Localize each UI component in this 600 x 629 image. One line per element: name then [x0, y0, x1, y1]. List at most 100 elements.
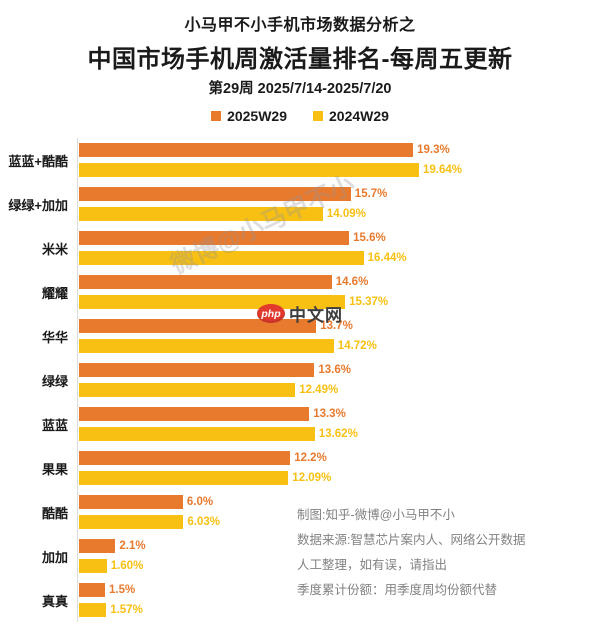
bar-2025-value-label: 14.6% [335, 276, 369, 288]
chart-axis-line [77, 138, 78, 622]
bar-2025-value-label: 6.0% [186, 496, 214, 508]
bar-line-2024: 19.64% [79, 163, 462, 177]
bar-2024-value-label: 13.62% [318, 428, 358, 440]
bar-2025-value-label: 13.6% [318, 364, 351, 376]
category-label: 蓝蓝+酷酷 [8, 153, 68, 169]
chart-row: 绿绿 13.6% 12.49% [0, 360, 600, 404]
category-label: 耀耀 [41, 285, 68, 301]
bar-line-2025: 12.2% [79, 451, 327, 465]
bar-2024-value-label: 1.60% [110, 560, 144, 572]
chart-row: 蓝蓝+酷酷 19.3% 19.64% [0, 140, 600, 184]
bar-2024-value-label: 1.57% [110, 604, 143, 616]
chart-row: 果果 12.2% 12.09% [0, 448, 600, 492]
page-title: 中国市场手机周激活量排名-每周五更新 [87, 46, 513, 73]
bar-2024 [79, 383, 296, 397]
bar-2024-value-label: 12.09% [292, 472, 332, 484]
bar-2024-value-label: 12.49% [299, 384, 339, 396]
bar-line-2025: 13.3% [79, 407, 346, 421]
bar-2024 [79, 163, 419, 177]
footer-line-method: 季度累计份额：用季度周均份额代替 [297, 583, 498, 597]
bar-2024-value-label: 14.09% [326, 208, 366, 220]
bar-line-2024: 14.09% [79, 207, 366, 221]
legend-item-2024: 2024W29 [313, 108, 389, 124]
bar-2025-value-label: 19.3% [417, 144, 450, 156]
footer-line-disclaimer: 人工整理，如有误，请指出 [297, 558, 448, 572]
legend-swatch-2025-icon [211, 111, 222, 121]
bar-line-2025: 2.1% [79, 539, 146, 553]
chart-row: 蓝蓝 13.3% 13.62% [0, 404, 600, 448]
footer-notes: 制图:知乎-微博@小马甲不小 数据来源:智慧芯片案内人、网络公开数据 人工整理，… [297, 503, 592, 603]
chart-row: 加加 2.1% 1.60% [0, 536, 600, 580]
php-site-label: 中文网 [289, 306, 343, 325]
bar-line-2025: 1.5% [79, 583, 135, 597]
bar-2025 [79, 583, 105, 597]
category-label: 绿绿+加加 [8, 197, 68, 213]
bar-2024 [79, 339, 334, 353]
chart-row: 米米 15.6% 16.44% [0, 228, 600, 272]
category-label: 绿绿 [41, 373, 68, 389]
category-label: 米米 [41, 241, 68, 257]
bar-line-2025: 14.6% [79, 275, 368, 289]
bar-2024 [79, 427, 315, 441]
legend-label-2025: 2025W29 [227, 108, 287, 124]
category-label: 加加 [41, 549, 68, 565]
bar-2025 [79, 319, 317, 333]
bar-2024-value-label: 15.37% [349, 296, 389, 308]
bar-2025 [79, 143, 414, 157]
bar-line-2024: 13.62% [79, 427, 358, 441]
category-label: 华华 [41, 329, 68, 345]
bar-2024-value-label: 6.03% [187, 516, 220, 528]
bar-line-2024: 1.57% [79, 603, 143, 617]
bar-2025 [79, 231, 350, 245]
bar-line-2025: 15.7% [79, 187, 387, 201]
bar-2024 [79, 471, 289, 485]
week-subtitle: 第29周 2025/7/14-2025/7/20 [208, 81, 392, 97]
chart-row: 酷酷 6.0% 6.03% [0, 492, 600, 536]
category-label: 真真 [41, 593, 68, 609]
bar-2024-value-label: 14.72% [337, 340, 377, 352]
bar-line-2024: 16.44% [79, 251, 407, 265]
bar-2025-value-label: 15.7% [354, 188, 388, 200]
chart-row: 华华 13.7% 14.72% [0, 316, 600, 360]
php-logo-icon: php [257, 304, 285, 323]
footer-line-credit: 制图:知乎-微博@小马甲不小 [297, 508, 455, 522]
bar-2025-value-label: 15.6% [353, 232, 386, 244]
bar-2024-value-label: 16.44% [367, 252, 407, 264]
chart-row: 绿绿+加加 15.7% 14.09% [0, 184, 600, 228]
bar-line-2025: 13.6% [79, 363, 351, 377]
bar-line-2024: 14.72% [79, 339, 377, 353]
bar-2024 [79, 603, 107, 617]
bar-2024 [79, 559, 107, 573]
bar-2025 [79, 539, 116, 553]
bar-2025-value-label: 13.3% [313, 408, 346, 420]
bar-2025-value-label: 12.2% [294, 452, 327, 464]
bar-line-2024: 6.03% [79, 515, 220, 529]
bar-2025 [79, 495, 183, 509]
kicker-title: 小马甲不小手机市场数据分析之 [184, 17, 416, 34]
chart-legend: 2025W29 2024W29 [0, 108, 600, 124]
bar-2025-value-label: 1.5% [109, 584, 136, 596]
bar-chart: 蓝蓝+酷酷 19.3% 19.64% 绿绿+加加 15.7% 14.09% 米米… [0, 140, 600, 624]
bar-line-2024: 12.09% [79, 471, 331, 485]
legend-label-2024: 2024W29 [329, 108, 389, 124]
bar-line-2025: 13.7% [79, 319, 353, 333]
bar-2025 [79, 363, 315, 377]
bar-2025-value-label: 13.7% [320, 320, 353, 332]
bar-line-2025: 19.3% [79, 143, 450, 157]
bar-2025 [79, 407, 310, 421]
bar-2024-value-label: 19.64% [423, 164, 463, 176]
bar-2024 [79, 251, 364, 265]
bar-line-2024: 12.49% [79, 383, 338, 397]
bar-2024 [79, 515, 184, 529]
bar-2024 [79, 207, 323, 221]
category-label: 蓝蓝 [41, 417, 68, 433]
footer-line-source: 数据来源:智慧芯片案内人、网络公开数据 [297, 533, 526, 547]
legend-item-2025: 2025W29 [211, 108, 287, 124]
chart-row: 真真 1.5% 1.57% [0, 580, 600, 624]
category-label: 酷酷 [41, 505, 68, 521]
category-label: 果果 [41, 461, 68, 477]
bar-line-2024: 1.60% [79, 559, 143, 573]
bar-2025-value-label: 2.1% [119, 540, 146, 552]
php-watermark: php 中文网 [257, 301, 343, 326]
legend-swatch-2024-icon [313, 111, 323, 121]
